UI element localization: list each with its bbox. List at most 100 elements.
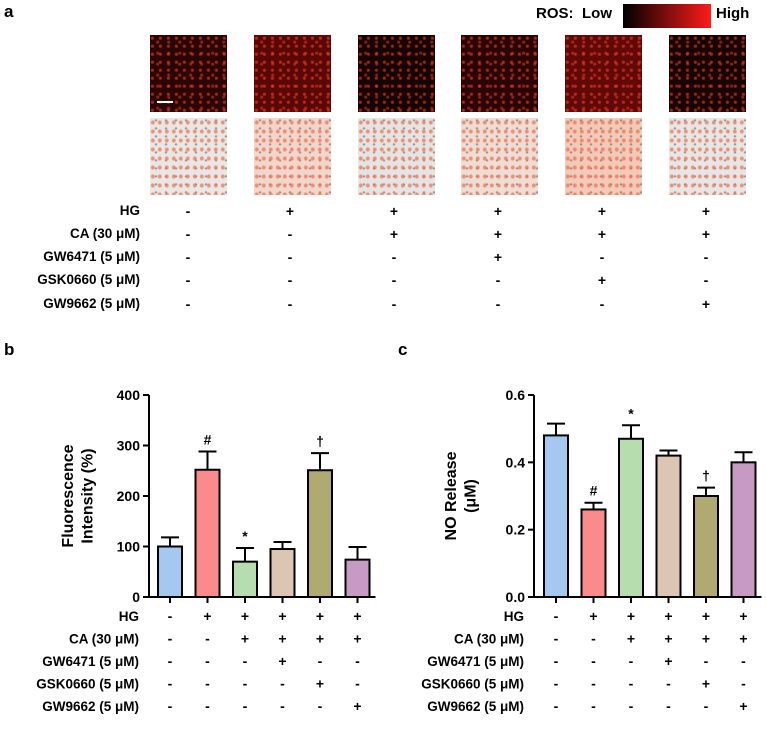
treatment-sign: + [241,631,249,647]
y-axis-label-line: NO Release [443,451,460,540]
treatment-sign: - [318,698,323,714]
treatment-label: GW9662 (5 μM) [43,296,140,311]
treatment-sign: + [389,203,399,219]
panel-a-letter: a [4,2,14,21]
treatment-sign: - [591,698,596,714]
treatment-sign: - [554,653,559,669]
treatment-sign: + [493,226,503,242]
treatment-sign: - [205,631,210,647]
treatment-sign: - [243,653,248,669]
treatment-label: CA (30 μM) [454,632,524,647]
treatment-sign: - [495,272,501,288]
treatment-label: CA (30 μM) [69,632,139,647]
bar [693,495,719,598]
treatment-sign: - [168,608,173,624]
treatment-sign: - [185,226,191,242]
bar [655,454,682,598]
y-axis-label: Fluorescence Intensity (%) [60,444,96,547]
treatment-sign: - [554,676,559,692]
ros-image-4 [461,35,538,112]
y-axis-label-line: Intensity (%) [79,448,96,543]
treatment-sign: + [353,608,361,624]
y-tick-label: 0.4 [506,454,526,470]
treatment-sign: + [664,608,672,624]
bar [232,560,258,598]
legend-low-label: Low [582,5,612,22]
y-tick-label: 200 [117,488,141,504]
ros-image-5 [565,35,642,112]
treatment-label: HG [504,609,524,624]
treatment-sign: + [597,226,607,242]
significance-marker: # [204,432,212,448]
treatment-sign: - [703,249,709,265]
treatment-sign: - [243,676,248,692]
treatment-sign: - [599,296,605,312]
treatment-label: GSK0660 (5 μM) [37,272,140,287]
treatment-sign: + [316,631,324,647]
treatment-sign: + [664,653,672,669]
treatment-sign: - [703,272,709,288]
brightfield-image-3 [358,118,435,195]
treatment-sign: - [168,653,173,669]
ros-image-3 [358,35,435,112]
treatment-sign: - [591,653,596,669]
treatment-sign: + [739,698,747,714]
ros-image-6 [669,35,746,112]
treatment-sign: + [493,249,503,265]
treatment-label: CA (30 μM) [69,226,140,241]
treatment-sign: - [280,698,285,714]
treatment-sign: - [554,698,559,714]
treatment-sign: - [554,631,559,647]
treatment-sign: + [589,608,597,624]
treatment-sign: - [355,653,360,669]
treatment-sign: - [205,698,210,714]
treatment-sign: + [316,676,324,692]
treatment-sign: - [666,676,671,692]
treatment-sign: + [278,631,286,647]
legend-title: ROS: [536,5,574,22]
treatment-sign: - [185,296,191,312]
ros-colorbar [623,4,711,28]
treatment-sign: + [597,272,607,288]
bar [618,437,644,599]
treatment-sign: - [741,653,746,669]
treatment-sign: - [318,653,323,669]
treatment-sign: - [704,653,709,669]
brightfield-image-6 [669,118,746,195]
treatment-sign: - [495,296,501,312]
y-tick-label: 100 [117,539,141,555]
treatment-sign: - [168,631,173,647]
y-axis-label-line: (μM) [462,479,479,513]
significance-marker: † [702,468,710,484]
treatment-label: GW9662 (5 μM) [427,699,524,714]
treatment-sign: + [316,608,324,624]
treatment-sign: + [739,608,747,624]
ros-image-1 [150,35,227,112]
treatment-sign: - [287,226,293,242]
brightfield-image-5 [565,118,642,195]
treatment-label: HG [119,203,140,218]
treatment-sign: - [591,676,596,692]
y-tick-label: 0.6 [506,387,526,403]
bar [194,468,221,598]
treatment-sign: - [629,653,634,669]
bar [269,548,296,598]
brightfield-image-2 [254,118,331,195]
treatment-label: GW6471 (5 μM) [43,249,140,264]
treatment-sign: - [168,676,173,692]
treatment-sign: - [280,676,285,692]
bar [580,508,607,598]
treatment-sign: + [701,203,711,219]
bar [543,434,569,599]
treatment-sign: + [627,631,635,647]
treatment-sign: + [701,296,711,312]
treatment-sign: + [493,203,503,219]
treatment-sign: - [599,249,605,265]
bar [307,469,333,598]
treatment-sign: + [278,608,286,624]
treatment-sign: + [389,226,399,242]
treatment-sign: - [287,296,293,312]
treatment-sign: - [391,296,397,312]
treatment-sign: - [287,249,293,265]
significance-marker: † [316,433,324,449]
